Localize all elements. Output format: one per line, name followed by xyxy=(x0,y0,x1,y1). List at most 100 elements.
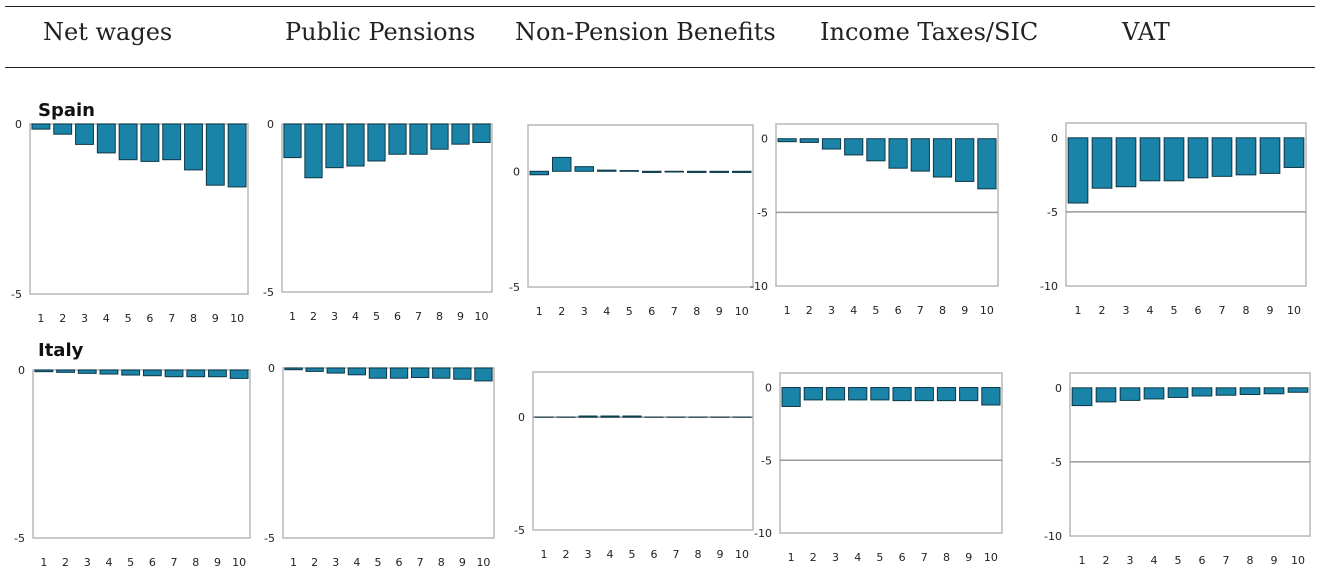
bar xyxy=(56,369,75,373)
plot-frame xyxy=(32,369,251,539)
x-tick-label: 10 xyxy=(232,556,246,569)
chart-panel: 0 -5 -10 1 2 3 4 5 6 7 8 9 10 xyxy=(1040,122,1307,317)
bar xyxy=(709,170,729,173)
bar xyxy=(283,123,302,159)
x-tick-label: 8 xyxy=(190,312,197,325)
x-tick-label: 8 xyxy=(693,305,700,318)
x-tick-label: 6 xyxy=(895,304,902,317)
bar xyxy=(1263,387,1285,395)
bar xyxy=(346,123,365,167)
x-tick-label: 8 xyxy=(1247,554,1254,567)
bar xyxy=(600,415,620,418)
x-tick-label: 5 xyxy=(872,304,879,317)
bar xyxy=(955,138,975,182)
bar xyxy=(186,369,206,378)
x-tick-label: 9 xyxy=(1271,554,1278,567)
chart-panel: 0 -5 1 2 3 4 5 6 7 8 9 10 xyxy=(14,364,251,569)
row-label-spain: Spain xyxy=(38,100,95,121)
x-tick-label: 7 xyxy=(1219,304,1226,317)
bar xyxy=(574,166,594,172)
x-tick-label: 4 xyxy=(352,310,359,323)
y-tick-label: -10 xyxy=(1044,530,1062,543)
x-tick-label: 9 xyxy=(214,556,221,569)
x-tick-label: 3 xyxy=(1123,304,1130,317)
x-tick-label: 5 xyxy=(626,305,633,318)
x-tick-label: 5 xyxy=(373,310,380,323)
bar xyxy=(96,123,116,154)
x-tick-label: 3 xyxy=(581,305,588,318)
bar xyxy=(77,369,97,374)
bar xyxy=(142,369,162,377)
bar xyxy=(162,123,182,161)
y-tick-label: -5 xyxy=(264,532,275,545)
bar xyxy=(304,123,323,179)
bar xyxy=(432,367,451,379)
y-tick-label: -5 xyxy=(1047,206,1058,219)
x-tick-label: 9 xyxy=(1267,304,1274,317)
bar xyxy=(1163,137,1185,182)
bar xyxy=(622,415,642,418)
x-tick-label: 9 xyxy=(717,548,724,561)
x-tick-label: 10 xyxy=(1291,554,1305,567)
x-tick-label: 7 xyxy=(415,310,422,323)
x-tick-label: 4 xyxy=(1147,304,1154,317)
bar xyxy=(932,138,953,178)
y-tick-label: 0 xyxy=(15,118,22,131)
x-tick-label: 9 xyxy=(961,304,968,317)
y-tick-label: -5 xyxy=(509,281,520,294)
bar xyxy=(825,387,846,401)
y-tick-label: -5 xyxy=(11,288,22,301)
y-tick-label: 0 xyxy=(268,362,275,375)
x-tick-label: 7 xyxy=(1223,554,1230,567)
x-tick-label: 10 xyxy=(1287,304,1301,317)
y-tick-label: -5 xyxy=(14,532,25,545)
x-tick-label: 10 xyxy=(980,304,994,317)
column-header-public-pensions: Public Pensions xyxy=(285,18,476,46)
x-tick-label: 5 xyxy=(127,556,134,569)
bar xyxy=(981,387,1001,406)
x-tick-label: 4 xyxy=(353,556,360,569)
bar xyxy=(208,369,227,378)
x-tick-label: 10 xyxy=(984,551,998,564)
x-tick-label: 1 xyxy=(788,551,795,564)
x-tick-label: 9 xyxy=(459,556,466,569)
bar xyxy=(936,387,957,402)
bar xyxy=(1067,137,1089,204)
x-tick-label: 8 xyxy=(939,304,946,317)
y-tick-label: -5 xyxy=(263,286,274,299)
column-header-band: Net wages Public Pensions Non-Pension Be… xyxy=(0,0,1322,70)
bar xyxy=(367,123,386,162)
x-tick-label: 1 xyxy=(1075,304,1082,317)
x-tick-label: 2 xyxy=(563,548,570,561)
bar xyxy=(325,123,344,169)
x-tick-label: 8 xyxy=(436,310,443,323)
bar xyxy=(1283,137,1305,168)
bar xyxy=(844,138,864,156)
x-tick-label: 2 xyxy=(59,312,66,325)
x-tick-label: 10 xyxy=(476,556,490,569)
x-tick-label: 9 xyxy=(716,305,723,318)
bar xyxy=(118,123,138,161)
x-tick-label: 9 xyxy=(212,312,219,325)
x-tick-label: 3 xyxy=(1127,554,1134,567)
chart-panel: 0 -5 1 2 3 4 5 6 7 8 9 10 xyxy=(509,124,754,318)
x-tick-label: 5 xyxy=(876,551,883,564)
bar xyxy=(1071,387,1093,407)
x-tick-label: 3 xyxy=(332,556,339,569)
chart-panel: 0 -5 1 2 3 4 5 6 7 8 9 10 xyxy=(264,362,495,569)
column-header-non-pension-benefits: Non-Pension Benefits xyxy=(515,18,776,46)
x-tick-label: 2 xyxy=(806,304,813,317)
bar xyxy=(821,138,842,150)
x-tick-label: 8 xyxy=(695,548,702,561)
bar xyxy=(687,170,707,173)
x-tick-label: 4 xyxy=(105,556,112,569)
y-tick-label: -10 xyxy=(1040,280,1058,293)
y-tick-label: 0 xyxy=(267,118,274,131)
x-tick-label: 7 xyxy=(671,305,678,318)
bar xyxy=(1091,137,1113,189)
bar xyxy=(347,367,367,376)
x-tick-label: 9 xyxy=(965,551,972,564)
bar xyxy=(451,123,470,145)
bar xyxy=(732,170,752,173)
